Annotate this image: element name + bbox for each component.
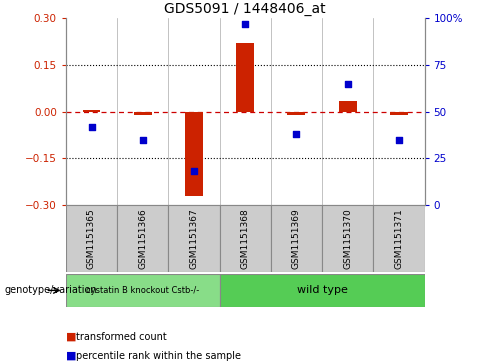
Bar xyxy=(220,274,425,307)
Text: cystatin B knockout Cstb-/-: cystatin B knockout Cstb-/- xyxy=(86,286,200,295)
Text: GSM1151369: GSM1151369 xyxy=(292,208,301,269)
Point xyxy=(395,137,403,143)
Bar xyxy=(66,205,117,272)
Bar xyxy=(390,112,408,115)
Text: GSM1151370: GSM1151370 xyxy=(343,208,352,269)
Text: GSM1151366: GSM1151366 xyxy=(138,208,147,269)
Bar xyxy=(117,205,168,272)
Point xyxy=(293,131,301,137)
Text: wild type: wild type xyxy=(297,285,347,295)
Bar xyxy=(185,112,203,196)
Point xyxy=(344,81,352,86)
Text: GSM1151367: GSM1151367 xyxy=(189,208,199,269)
Bar xyxy=(287,112,305,115)
Bar xyxy=(82,110,101,112)
Text: ■: ■ xyxy=(66,332,77,342)
Text: GSM1151368: GSM1151368 xyxy=(241,208,250,269)
Bar xyxy=(66,274,220,307)
Point xyxy=(190,168,198,174)
Text: ■: ■ xyxy=(66,351,77,361)
Text: genotype/variation: genotype/variation xyxy=(5,285,98,295)
Text: GSM1151365: GSM1151365 xyxy=(87,208,96,269)
Title: GDS5091 / 1448406_at: GDS5091 / 1448406_at xyxy=(164,2,326,16)
Bar xyxy=(220,205,271,272)
Point xyxy=(242,21,249,26)
Text: transformed count: transformed count xyxy=(76,332,166,342)
Bar xyxy=(322,205,373,272)
Text: GSM1151371: GSM1151371 xyxy=(394,208,404,269)
Bar xyxy=(236,43,254,112)
Bar xyxy=(271,205,322,272)
Bar xyxy=(134,112,152,115)
Point xyxy=(88,124,96,130)
Bar xyxy=(168,205,220,272)
Text: percentile rank within the sample: percentile rank within the sample xyxy=(76,351,241,361)
Bar xyxy=(339,101,357,112)
Bar xyxy=(373,205,425,272)
Point xyxy=(139,137,147,143)
